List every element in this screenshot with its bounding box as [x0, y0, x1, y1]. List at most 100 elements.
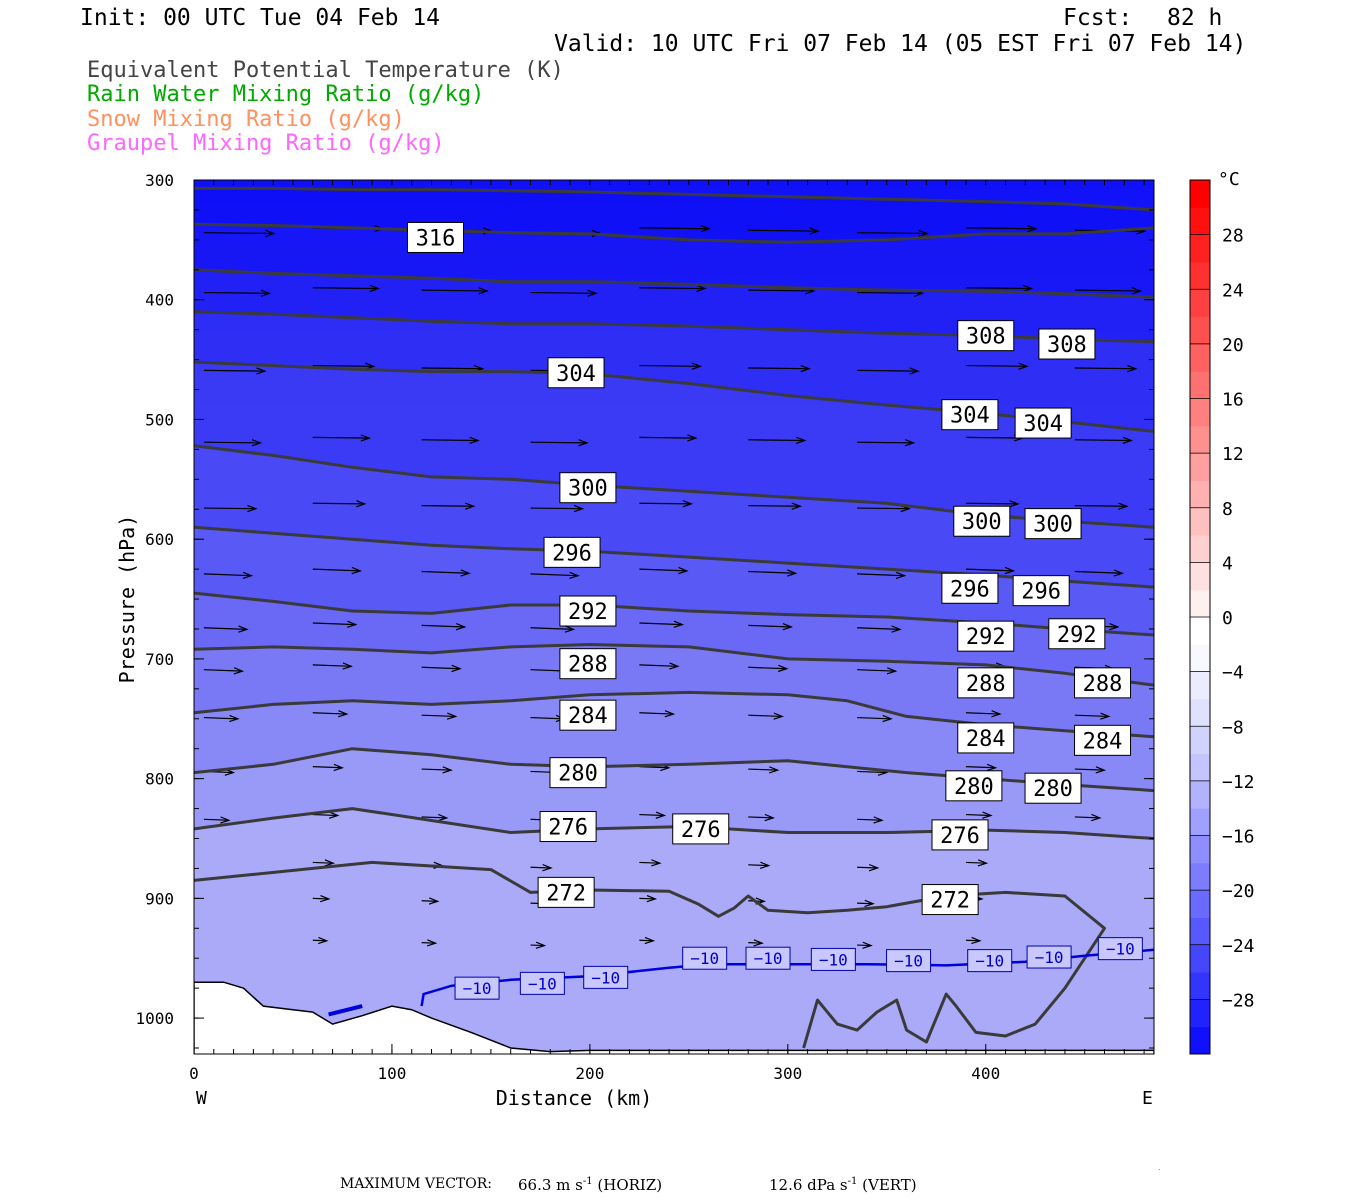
wind-vector-head — [1131, 287, 1143, 295]
wind-vector — [639, 813, 665, 817]
wind-vector — [639, 227, 710, 230]
wind-vector — [203, 716, 238, 720]
colorbar-swatch — [1190, 371, 1210, 399]
wind-vector — [857, 627, 901, 630]
wind-vector — [748, 942, 763, 944]
contour-label: 308 — [1047, 333, 1087, 358]
wind-vector — [965, 502, 1018, 505]
wind-vector — [748, 570, 796, 574]
wind-vector-head — [437, 813, 449, 822]
west-label: W — [196, 1088, 207, 1109]
wind-vector-head — [1018, 362, 1029, 370]
wind-vector — [1074, 439, 1132, 442]
wind-vector — [639, 712, 674, 715]
wind-vector-head — [700, 224, 712, 233]
valid-time: Valid: 10 UTC Fri 07 Feb 14 (05 EST Fri … — [554, 31, 1247, 57]
wind-vector-head — [238, 625, 249, 633]
contour-label-box — [957, 620, 1015, 652]
colorbar-tick-label: −12 — [1222, 772, 1255, 793]
colorbar-tick-label: 16 — [1222, 390, 1244, 411]
wind-vector-head — [664, 710, 676, 718]
colorbar-swatch — [1190, 808, 1210, 836]
wind-vector — [530, 716, 565, 720]
contour-label-box — [957, 667, 1015, 699]
wind-vector — [748, 439, 805, 442]
wind-vector — [1074, 816, 1100, 819]
wind-vector-head — [318, 936, 329, 945]
wind-vector-head — [251, 439, 263, 447]
colorbar-tick-label: 28 — [1222, 226, 1244, 247]
wind-vector-head — [324, 859, 336, 867]
contour-label-box — [1038, 328, 1096, 360]
wind-vector-head — [242, 571, 254, 580]
wind-vector — [203, 291, 270, 294]
wind-vector — [421, 570, 470, 574]
wind-vector — [748, 229, 819, 232]
isotherm-label: −10 — [528, 974, 557, 993]
colorbar-swatch — [1190, 917, 1210, 946]
wind-vector-head — [809, 227, 820, 235]
isotherm-label: −10 — [1035, 948, 1064, 967]
wind-vector — [203, 507, 256, 510]
colorbar-swatch — [1190, 726, 1210, 755]
wind-vector-head — [687, 434, 698, 442]
wind-vector-head — [260, 289, 272, 297]
wind-vector-head — [578, 439, 589, 447]
contour-label-box — [957, 722, 1015, 754]
colorbar-tick-label: 0 — [1222, 608, 1233, 629]
wind-vector-head — [862, 941, 873, 949]
contour-label-box — [953, 505, 1011, 537]
wind-vector — [639, 939, 654, 942]
wind-vector — [748, 505, 801, 507]
axes: 0 100 200 300 400 300 400 500 600 700 800 900 1000 Di… — [115, 171, 1154, 1110]
wind-vector-head — [678, 566, 689, 575]
wind-vector — [421, 714, 456, 718]
wind-vector-head — [569, 571, 580, 580]
wind-vector — [965, 766, 996, 769]
contour-label: 296 — [1021, 580, 1061, 605]
wind-vector — [203, 441, 261, 444]
contour-label-box — [406, 221, 464, 253]
legend-graupel: Graupel Mixing Ratio (g/kg) — [87, 131, 445, 156]
contour-label-box — [547, 357, 605, 389]
wind-vector-head — [1009, 500, 1020, 508]
contour-label-box — [539, 811, 597, 843]
horiz-tag: (HORIZ) — [597, 1176, 663, 1194]
wind-vector — [530, 441, 588, 444]
wind-vector — [748, 666, 787, 670]
wind-vector — [965, 813, 991, 817]
contour-label: 288 — [568, 653, 608, 678]
contour-label-box — [537, 876, 595, 908]
cross-section-chart: 316 308 308 304 304 304 300 300 300 296 296 296 292 2… — [115, 169, 1255, 1170]
wind-vector-head — [256, 367, 267, 375]
wind-vector-head — [428, 897, 440, 905]
wind-vector-head — [1004, 566, 1016, 575]
wind-vector — [639, 287, 705, 290]
colorbar-tick-label: 12 — [1222, 444, 1244, 465]
contour-label-box — [921, 884, 979, 916]
wind-vector-head — [768, 766, 780, 774]
contour-label: 288 — [1083, 672, 1123, 697]
wind-vector-head — [991, 710, 1002, 718]
colorbar-swatch — [1190, 780, 1210, 809]
wind-vector-head — [646, 894, 658, 903]
wind-vector — [421, 816, 447, 819]
colorbar-tick-label: 24 — [1222, 280, 1244, 301]
wind-vector-head — [1091, 813, 1102, 822]
colorbar-tick-label: −24 — [1222, 936, 1255, 957]
wind-vector — [639, 568, 687, 572]
contour-label-box — [1014, 407, 1072, 439]
wind-vector-head — [796, 436, 807, 445]
wind-vector-head — [669, 662, 680, 670]
wind-vector — [639, 436, 696, 439]
wind-vector-head — [446, 712, 458, 720]
wind-vector — [639, 861, 660, 864]
contour-label-box — [941, 572, 999, 604]
wind-vector — [639, 664, 678, 667]
wind-vector-head — [338, 710, 349, 718]
isotherm-label-box — [745, 946, 791, 970]
wind-vector — [312, 712, 347, 715]
wind-vector — [530, 507, 583, 510]
wind-vector — [857, 441, 914, 444]
wind-vector — [965, 568, 1014, 572]
